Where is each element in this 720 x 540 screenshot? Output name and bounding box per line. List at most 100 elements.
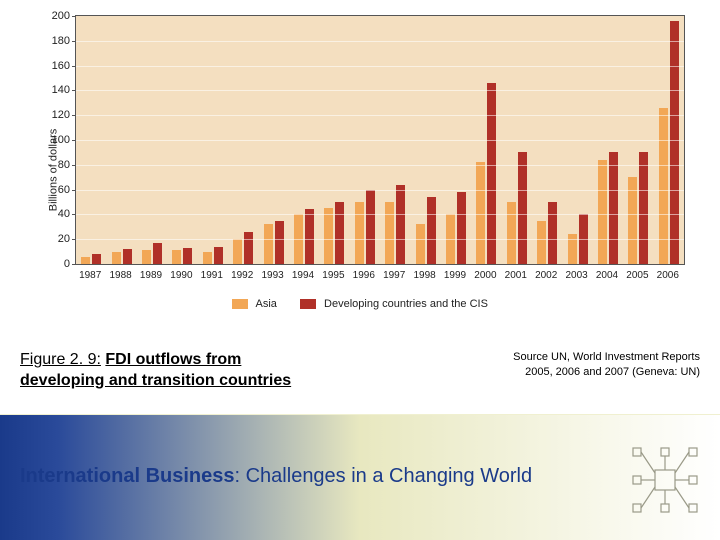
legend-item-dev: Developing countries and the CIS xyxy=(300,298,488,310)
x-tick-label: 1997 xyxy=(383,270,405,281)
bar xyxy=(385,202,394,264)
bar xyxy=(416,224,425,264)
bar xyxy=(203,252,212,264)
footer-rest: : Challenges in a Changing World xyxy=(235,465,533,487)
x-tick-label: 2003 xyxy=(565,270,587,281)
figure-label: Figure 2. 9: xyxy=(20,351,101,368)
y-tick-mark xyxy=(72,239,76,240)
bar xyxy=(233,239,242,264)
grid-line xyxy=(76,140,684,141)
y-tick-mark xyxy=(72,115,76,116)
grid-line xyxy=(76,115,684,116)
x-tick-label: 1989 xyxy=(140,270,162,281)
y-tick-label: 160 xyxy=(52,60,70,72)
bar xyxy=(214,247,223,264)
bar xyxy=(244,232,253,264)
bar xyxy=(659,108,668,264)
figure-title-line1: FDI outflows from xyxy=(105,351,241,368)
x-tick-label: 2005 xyxy=(626,270,648,281)
bar xyxy=(427,197,436,264)
legend-item-asia: Asia xyxy=(232,298,277,310)
bar xyxy=(537,221,546,264)
bar xyxy=(598,160,607,264)
x-tick-label: 1990 xyxy=(170,270,192,281)
x-tick-label: 2004 xyxy=(596,270,618,281)
x-tick-label: 1995 xyxy=(322,270,344,281)
y-tick-label: 140 xyxy=(52,84,70,96)
bar xyxy=(670,21,679,264)
y-tick-label: 80 xyxy=(58,159,70,171)
y-tick-mark xyxy=(72,140,76,141)
bar xyxy=(142,250,151,264)
grid-line xyxy=(76,41,684,42)
bar xyxy=(476,162,485,264)
bar xyxy=(507,202,516,264)
x-tick-label: 1993 xyxy=(261,270,283,281)
y-tick-mark xyxy=(72,165,76,166)
bar xyxy=(355,202,364,264)
grid-line xyxy=(76,66,684,67)
bar xyxy=(639,152,648,264)
corner-decoration-icon xyxy=(630,445,700,515)
y-tick-label: 60 xyxy=(58,184,70,196)
figure-title-line2: developing and transition countries xyxy=(20,372,291,389)
bar xyxy=(183,248,192,264)
bar xyxy=(112,252,121,264)
bar xyxy=(396,185,405,264)
y-tick-mark xyxy=(72,90,76,91)
bar xyxy=(264,224,273,264)
grid-line xyxy=(76,190,684,191)
grid-line xyxy=(76,90,684,91)
bar xyxy=(305,209,314,264)
bar xyxy=(153,243,162,264)
legend: Asia Developing countries and the CIS xyxy=(20,298,700,310)
x-tick-label: 1999 xyxy=(444,270,466,281)
figure-caption: Figure 2. 9: FDI outflows from developin… xyxy=(20,350,291,392)
bar xyxy=(275,221,284,264)
y-tick-label: 180 xyxy=(52,35,70,47)
caption-row: Figure 2. 9: FDI outflows from developin… xyxy=(20,350,700,392)
source-line2: 2005, 2006 and 2007 (Geneva: UN) xyxy=(525,366,700,378)
y-tick-mark xyxy=(72,264,76,265)
bar xyxy=(123,249,132,264)
y-tick-mark xyxy=(72,66,76,67)
x-tick-label: 1987 xyxy=(79,270,101,281)
bar xyxy=(609,152,618,264)
grid-line xyxy=(76,239,684,240)
x-tick-label: 2006 xyxy=(657,270,679,281)
x-tick-label: 1988 xyxy=(109,270,131,281)
footer-bold: International Business xyxy=(20,465,235,487)
x-tick-label: 1994 xyxy=(292,270,314,281)
legend-swatch xyxy=(300,299,316,309)
y-tick-label: 20 xyxy=(58,233,70,245)
source-text: Source UN, World Investment Reports 2005… xyxy=(513,350,700,381)
footer: International Business: Challenges in a … xyxy=(0,414,720,540)
grid-line xyxy=(76,165,684,166)
x-tick-label: 1991 xyxy=(201,270,223,281)
x-tick-label: 1992 xyxy=(231,270,253,281)
grid-line xyxy=(76,214,684,215)
legend-label: Developing countries and the CIS xyxy=(324,298,488,310)
y-tick-mark xyxy=(72,41,76,42)
legend-label: Asia xyxy=(256,298,277,310)
source-line1: Source UN, World Investment Reports xyxy=(513,351,700,363)
x-tick-label: 2001 xyxy=(505,270,527,281)
legend-swatch xyxy=(232,299,248,309)
y-tick-mark xyxy=(72,16,76,17)
y-tick-label: 120 xyxy=(52,109,70,121)
fdi-chart: Billions of dollars 02040608010012014016… xyxy=(20,10,700,330)
bar xyxy=(487,83,496,264)
x-tick-label: 1998 xyxy=(413,270,435,281)
x-tick-label: 1996 xyxy=(353,270,375,281)
y-tick-mark xyxy=(72,190,76,191)
bar xyxy=(366,190,375,264)
y-tick-label: 0 xyxy=(64,258,70,270)
x-tick-label: 2000 xyxy=(474,270,496,281)
bar xyxy=(335,202,344,264)
x-tick-label: 2002 xyxy=(535,270,557,281)
slide: Billions of dollars 02040608010012014016… xyxy=(0,0,720,540)
y-tick-mark xyxy=(72,214,76,215)
bar xyxy=(81,257,90,264)
plot-area: 020406080100120140160180200 xyxy=(75,15,685,265)
y-tick-label: 100 xyxy=(52,134,70,146)
